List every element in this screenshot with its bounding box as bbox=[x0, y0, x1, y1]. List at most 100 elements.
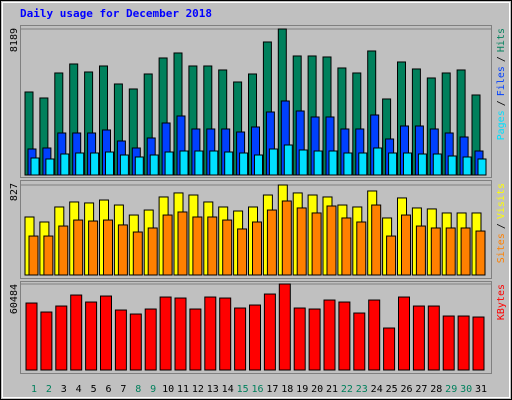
bar bbox=[371, 204, 382, 276]
bar bbox=[356, 221, 367, 276]
bar bbox=[177, 211, 188, 276]
x-tick-label: 14 bbox=[222, 384, 234, 395]
bar bbox=[117, 224, 128, 276]
bar bbox=[239, 152, 249, 176]
bar bbox=[55, 305, 68, 371]
bar bbox=[326, 205, 337, 276]
bar bbox=[460, 227, 471, 276]
x-tick-label: 6 bbox=[105, 384, 111, 395]
panel-frame bbox=[20, 180, 492, 279]
bar bbox=[403, 152, 412, 176]
bar bbox=[353, 312, 366, 371]
bar bbox=[268, 148, 278, 176]
bar bbox=[30, 157, 40, 176]
x-tick-label: 5 bbox=[91, 384, 97, 395]
bar bbox=[45, 158, 55, 176]
bar bbox=[386, 235, 397, 276]
bar bbox=[252, 221, 262, 276]
x-tick-label: 11 bbox=[177, 384, 189, 395]
x-tick-label: 13 bbox=[207, 384, 219, 395]
x-tick-label: 24 bbox=[371, 384, 383, 395]
bar bbox=[358, 152, 368, 176]
bar bbox=[132, 231, 143, 276]
legend-entry: Files bbox=[496, 66, 507, 96]
bar bbox=[40, 311, 53, 371]
bar bbox=[219, 297, 232, 371]
bar bbox=[25, 302, 38, 371]
x-tick-label: 31 bbox=[475, 384, 487, 395]
bar bbox=[224, 151, 234, 176]
legend-entry: Visits bbox=[496, 183, 507, 219]
bar bbox=[58, 225, 69, 276]
x-tick-label: 3 bbox=[61, 384, 67, 395]
bar bbox=[85, 301, 98, 371]
y-tick-label: 827 bbox=[9, 183, 20, 201]
bar bbox=[432, 153, 442, 176]
x-tick-label: 21 bbox=[326, 384, 338, 395]
legend: KBytes bbox=[496, 284, 507, 320]
bar bbox=[254, 154, 263, 176]
bar bbox=[105, 151, 114, 176]
bar bbox=[73, 219, 84, 276]
legend-separator: / bbox=[496, 56, 507, 62]
bar bbox=[415, 225, 426, 276]
bar bbox=[147, 227, 158, 276]
x-tick-label: 25 bbox=[386, 384, 398, 395]
bar bbox=[298, 149, 308, 176]
chart-title: Daily usage for December 2018 bbox=[20, 7, 212, 20]
bar bbox=[296, 207, 307, 276]
x-tick-label: 17 bbox=[266, 384, 278, 395]
bar bbox=[343, 152, 353, 176]
bar bbox=[209, 150, 219, 176]
bar bbox=[204, 296, 217, 371]
legend-separator: / bbox=[496, 100, 507, 106]
bar bbox=[283, 144, 293, 176]
bar bbox=[114, 309, 127, 371]
x-tick-label: 26 bbox=[400, 384, 412, 395]
bar bbox=[383, 327, 396, 371]
bar bbox=[472, 316, 485, 371]
x-tick-label: 29 bbox=[445, 384, 457, 395]
bar bbox=[174, 297, 187, 371]
bar bbox=[281, 200, 292, 276]
bar bbox=[43, 235, 54, 276]
bar bbox=[462, 156, 472, 176]
bar bbox=[457, 315, 470, 371]
bar bbox=[323, 299, 336, 371]
legend: Pages / Files / Hits bbox=[496, 28, 507, 140]
bar bbox=[103, 219, 113, 276]
y-tick-label: 60484 bbox=[9, 284, 20, 314]
x-tick-label: 7 bbox=[120, 384, 126, 395]
bar bbox=[237, 228, 248, 276]
x-tick-label: 16 bbox=[251, 384, 263, 395]
bar bbox=[308, 308, 321, 371]
x-tick-label: 30 bbox=[460, 384, 472, 395]
bar bbox=[412, 305, 425, 371]
bar bbox=[477, 158, 487, 176]
x-tick-label: 2 bbox=[46, 384, 52, 395]
bar bbox=[70, 294, 83, 371]
bar bbox=[179, 150, 189, 176]
bar bbox=[427, 305, 440, 371]
bar bbox=[328, 150, 338, 176]
bar bbox=[164, 151, 174, 176]
bar bbox=[129, 313, 142, 371]
bar bbox=[88, 220, 99, 276]
bar bbox=[338, 301, 351, 371]
bar bbox=[373, 147, 383, 176]
bar bbox=[388, 152, 398, 176]
bar bbox=[249, 304, 261, 371]
bar bbox=[149, 154, 159, 176]
x-tick-label: 15 bbox=[237, 384, 249, 395]
legend-entry: KBytes bbox=[496, 284, 507, 320]
legend-entry: Sites bbox=[496, 233, 507, 263]
panel-frame bbox=[20, 281, 492, 374]
bar bbox=[311, 212, 322, 276]
bar bbox=[90, 152, 100, 176]
bar bbox=[447, 155, 457, 176]
x-tick-label: 28 bbox=[430, 384, 442, 395]
bar bbox=[445, 227, 456, 276]
x-tick-label: 22 bbox=[341, 384, 353, 395]
bar bbox=[134, 156, 144, 176]
bar bbox=[222, 219, 233, 276]
